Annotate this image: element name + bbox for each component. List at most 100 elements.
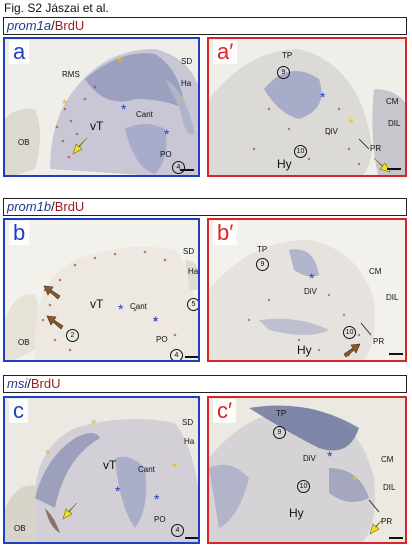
label-cant: Cant bbox=[136, 110, 153, 119]
marker-name: prom1a bbox=[7, 18, 52, 33]
label-cm: CM bbox=[369, 267, 382, 276]
pointer-line bbox=[368, 499, 380, 513]
label-10: 10 bbox=[343, 326, 356, 339]
blue-star: * bbox=[320, 89, 326, 105]
brown-arrow-icon bbox=[43, 285, 61, 300]
blue-star: * bbox=[115, 483, 121, 499]
label-10: 10 bbox=[297, 480, 310, 493]
panel-b-prime: b′ TP 9 DiV CM DIL 10 Hy PR * bbox=[207, 218, 407, 362]
scale-bar bbox=[185, 537, 198, 539]
label-4: 4 bbox=[171, 524, 184, 537]
tissue-image bbox=[5, 398, 198, 542]
marker-name: prom1b bbox=[7, 199, 52, 214]
label-ha: Ha bbox=[181, 79, 192, 88]
scale-bar bbox=[389, 353, 403, 355]
label-dil: DIL bbox=[386, 293, 399, 302]
yellow-star: * bbox=[348, 115, 354, 131]
blue-star: * bbox=[118, 301, 124, 317]
scale-bar bbox=[387, 168, 401, 170]
label-ha: Ha bbox=[184, 437, 195, 446]
label-tp: TP bbox=[257, 245, 268, 254]
label-cm: CM bbox=[386, 97, 399, 106]
yellow-star: * bbox=[91, 416, 97, 432]
marker-name: msi bbox=[7, 376, 28, 391]
yellow-arrow-icon bbox=[62, 502, 78, 520]
panel-letter: c bbox=[9, 399, 28, 423]
row-header-prom1a: prom1a/BrdU bbox=[3, 17, 407, 35]
yellow-star: * bbox=[117, 53, 123, 69]
panel-b: b SD Ha vT Cant 2 5 OB PO 4 * * bbox=[3, 218, 200, 362]
panel-letter: b′ bbox=[213, 221, 238, 245]
label-10: 10 bbox=[294, 145, 307, 158]
label-vt: vT bbox=[90, 119, 104, 133]
panel-letter: c′ bbox=[213, 399, 237, 423]
yellow-star: * bbox=[352, 472, 358, 488]
label-5: 5 bbox=[187, 298, 198, 311]
stain-name: BrdU bbox=[30, 376, 61, 391]
yellow-star: * bbox=[179, 92, 185, 108]
label-vt: vT bbox=[90, 297, 104, 311]
label-cant: Cant bbox=[138, 465, 155, 474]
yellow-arrow-icon bbox=[369, 517, 385, 535]
separator: / bbox=[51, 199, 55, 214]
stain-name: BrdU bbox=[54, 18, 85, 33]
label-9: 9 bbox=[256, 258, 269, 271]
row-header-msi: msi/BrdU bbox=[3, 375, 407, 393]
label-2: 2 bbox=[66, 329, 79, 342]
yellow-arrow-icon bbox=[72, 137, 88, 155]
blue-star: * bbox=[309, 270, 315, 286]
stain-name: BrdU bbox=[54, 199, 85, 214]
panel-c: c SD Ha vT Cant OB PO 4 * * * * * bbox=[3, 396, 200, 544]
label-hy: Hy bbox=[289, 506, 304, 520]
panel-a: a RMS SD Ha OB vT Cant PO 4 * * * * * bbox=[3, 37, 200, 177]
label-4: 4 bbox=[172, 161, 185, 174]
figure-title: Fig. S2 Jászai et al. bbox=[4, 1, 109, 15]
scale-bar bbox=[389, 537, 403, 539]
label-4: 4 bbox=[170, 349, 183, 360]
panel-letter: a bbox=[9, 40, 30, 64]
label-sd: SD bbox=[181, 57, 193, 66]
scale-bar bbox=[180, 169, 194, 171]
label-vt: vT bbox=[103, 458, 117, 472]
panel-c-prime: c′ TP 9 DiV CM DIL 10 Hy PR * * bbox=[207, 396, 407, 544]
label-dil: DIL bbox=[388, 119, 401, 128]
label-sd: SD bbox=[182, 418, 194, 427]
yellow-star: * bbox=[45, 446, 51, 462]
panel-letter: b bbox=[9, 221, 30, 245]
yellow-star: * bbox=[172, 459, 178, 475]
blue-star: * bbox=[327, 448, 333, 464]
label-tp: TP bbox=[276, 409, 287, 418]
pointer-line bbox=[360, 322, 372, 336]
label-sd: SD bbox=[183, 247, 195, 256]
label-po: PO bbox=[156, 335, 168, 344]
panel-a-prime: a′ TP 9 CM DIL DiV Hy 10 PR * * bbox=[207, 37, 407, 177]
label-pr: PR bbox=[370, 144, 382, 153]
tissue-image bbox=[209, 398, 405, 542]
blue-star: * bbox=[164, 126, 170, 142]
tissue-image bbox=[209, 39, 405, 175]
label-pr: PR bbox=[381, 517, 393, 526]
label-cant: Cant bbox=[130, 302, 147, 311]
label-tp: TP bbox=[282, 51, 293, 60]
brown-arrow-icon bbox=[46, 315, 64, 330]
blue-star: * bbox=[154, 491, 160, 507]
label-dil: DIL bbox=[383, 483, 396, 492]
label-div: DiV bbox=[303, 454, 316, 463]
yellow-arrow-icon bbox=[373, 157, 391, 173]
label-po: PO bbox=[160, 150, 172, 159]
label-div: DiV bbox=[325, 127, 338, 136]
separator: / bbox=[51, 18, 55, 33]
row-header-prom1b: prom1b/BrdU bbox=[3, 198, 407, 216]
label-9: 9 bbox=[273, 426, 286, 439]
label-hy: Hy bbox=[277, 157, 292, 171]
separator: / bbox=[27, 376, 31, 391]
label-ob: OB bbox=[14, 524, 26, 533]
pointer-line bbox=[358, 138, 370, 150]
label-ob: OB bbox=[18, 338, 30, 347]
blue-star: * bbox=[153, 313, 159, 329]
label-div: DiV bbox=[304, 287, 317, 296]
scale-bar bbox=[185, 356, 198, 358]
yellow-star: * bbox=[62, 96, 68, 112]
tissue-image bbox=[5, 39, 198, 175]
label-po: PO bbox=[154, 515, 166, 524]
